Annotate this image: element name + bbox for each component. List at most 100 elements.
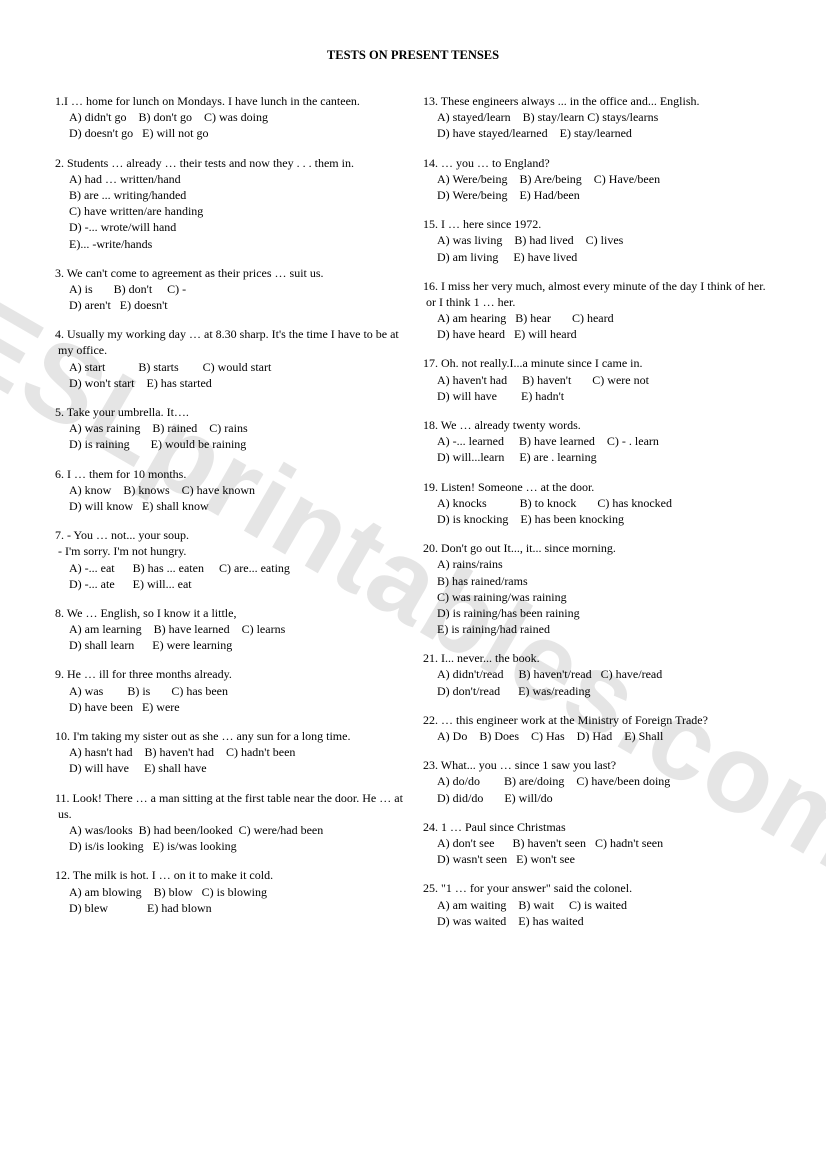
- question: 15. I … here since 1972.A) was living B)…: [423, 216, 771, 265]
- option-line: A) is B) don't C) -: [69, 281, 403, 297]
- option-line: A) was living B) had lived C) lives: [437, 232, 771, 248]
- question-options: A) didn't/read B) haven't/read C) have/r…: [423, 666, 771, 698]
- question-stem: 8. We … English, so I know it a little,: [55, 605, 403, 621]
- question: 9. He … ill for three months already.A) …: [55, 666, 403, 715]
- option-line: D) -... ate E) will... eat: [69, 576, 403, 592]
- question-stem: 9. He … ill for three months already.: [55, 666, 403, 682]
- option-line: A) was B) is C) has been: [69, 683, 403, 699]
- option-line: D) have heard E) will heard: [437, 326, 771, 342]
- question-options: A) was raining B) rained C) rainsD) is r…: [55, 420, 403, 452]
- question-options: A) am hearing B) hear C) heardD) have he…: [423, 310, 771, 342]
- option-line: D) won't start E) has started: [69, 375, 403, 391]
- option-line: C) have written/are handing: [69, 203, 403, 219]
- option-line: A) was raining B) rained C) rains: [69, 420, 403, 436]
- question-stem: 5. Take your umbrella. It….: [55, 404, 403, 420]
- question-options: A) -... learned B) have learned C) - . l…: [423, 433, 771, 465]
- option-line: D) wasn't seen E) won't see: [437, 851, 771, 867]
- option-line: E) is raining/had rained: [437, 621, 771, 637]
- option-line: A) am blowing B) blow C) is blowing: [69, 884, 403, 900]
- option-line: D) aren't E) doesn't: [69, 297, 403, 313]
- option-line: A) rains/rains: [437, 556, 771, 572]
- option-line: A) didn't/read B) haven't/read C) have/r…: [437, 666, 771, 682]
- question-stem: 6. I … them for 10 months.: [55, 466, 403, 482]
- question-options: A) am blowing B) blow C) is blowingD) bl…: [55, 884, 403, 916]
- question-options: A) haven't had B) haven't C) were notD) …: [423, 372, 771, 404]
- option-line: D) don't/read E) was/reading: [437, 683, 771, 699]
- column-left: 1.I … home for lunch on Mondays. I have …: [55, 93, 403, 942]
- question: 20. Don't go out It..., it... since morn…: [423, 540, 771, 637]
- option-line: D) will...learn E) are . learning: [437, 449, 771, 465]
- question-options: A) know B) knows C) have knownD) will kn…: [55, 482, 403, 514]
- option-line: D) have been E) were: [69, 699, 403, 715]
- option-line: A) was/looks B) had been/looked C) were/…: [69, 822, 403, 838]
- option-line: A) start B) starts C) would start: [69, 359, 403, 375]
- question-stem: 25. "1 … for your answer" said the colon…: [423, 880, 771, 896]
- question-options: A) am waiting B) wait C) is waitedD) was…: [423, 897, 771, 929]
- question-stem: 1.I … home for lunch on Mondays. I have …: [55, 93, 403, 109]
- column-right: 13. These engineers always ... in the of…: [423, 93, 771, 942]
- question-stem: 7. - You … not... your soup.- I'm sorry.…: [55, 527, 403, 559]
- question-stem: 22. … this engineer work at the Ministry…: [423, 712, 771, 728]
- question: 12. The milk is hot. I … on it to make i…: [55, 867, 403, 916]
- question: 6. I … them for 10 months.A) know B) kno…: [55, 466, 403, 515]
- question-options: A) rains/rainsB) has rained/ramsC) was r…: [423, 556, 771, 637]
- question-options: A) don't see B) haven't seen C) hadn't s…: [423, 835, 771, 867]
- question-stem: 15. I … here since 1972.: [423, 216, 771, 232]
- question-options: A) Were/being B) Are/being C) Have/beenD…: [423, 171, 771, 203]
- question: 25. "1 … for your answer" said the colon…: [423, 880, 771, 929]
- question-stem: 23. What... you … since 1 saw you last?: [423, 757, 771, 773]
- question-stem: 2. Students … already … their tests and …: [55, 155, 403, 171]
- option-line: A) know B) knows C) have known: [69, 482, 403, 498]
- option-line: A) haven't had B) haven't C) were not: [437, 372, 771, 388]
- option-line: A) do/do B) are/doing C) have/been doing: [437, 773, 771, 789]
- question-options: A) start B) starts C) would startD) won'…: [55, 359, 403, 391]
- question-stem: 24. 1 … Paul since Christmas: [423, 819, 771, 835]
- option-line: B) has rained/rams: [437, 573, 771, 589]
- question-stem: 11. Look! There … a man sitting at the f…: [55, 790, 403, 822]
- option-line: D) is/is looking E) is/was looking: [69, 838, 403, 854]
- option-line: D) will have E) shall have: [69, 760, 403, 776]
- option-line: D) will know E) shall know: [69, 498, 403, 514]
- question-stem: 20. Don't go out It..., it... since morn…: [423, 540, 771, 556]
- question: 10. I'm taking my sister out as she … an…: [55, 728, 403, 777]
- question-options: A) knocks B) to knock C) has knockedD) i…: [423, 495, 771, 527]
- question: 13. These engineers always ... in the of…: [423, 93, 771, 142]
- option-line: A) am hearing B) hear C) heard: [437, 310, 771, 326]
- question-stem: 18. We … already twenty words.: [423, 417, 771, 433]
- question-options: A) -... eat B) has ... eaten C) are... e…: [55, 560, 403, 592]
- option-line: D) will have E) hadn't: [437, 388, 771, 404]
- question-options: A) had … written/handB) are ... writing/…: [55, 171, 403, 252]
- option-line: A) Were/being B) Are/being C) Have/been: [437, 171, 771, 187]
- question: 23. What... you … since 1 saw you last?A…: [423, 757, 771, 806]
- option-line: E)... -write/hands: [69, 236, 403, 252]
- question-stem: 3. We can't come to agreement as their p…: [55, 265, 403, 281]
- question: 2. Students … already … their tests and …: [55, 155, 403, 252]
- question: 17. Oh. not really.I...a minute since I …: [423, 355, 771, 404]
- question-stem: 10. I'm taking my sister out as she … an…: [55, 728, 403, 744]
- question-stem: 12. The milk is hot. I … on it to make i…: [55, 867, 403, 883]
- question-options: A) was living B) had lived C) livesD) am…: [423, 232, 771, 264]
- page-title: TESTS ON PRESENT TENSES: [55, 48, 771, 63]
- option-line: A) am waiting B) wait C) is waited: [437, 897, 771, 913]
- columns-container: 1.I … home for lunch on Mondays. I have …: [55, 93, 771, 942]
- question: 11. Look! There … a man sitting at the f…: [55, 790, 403, 855]
- option-line: D) is raining/has been raining: [437, 605, 771, 621]
- option-line: A) am learning B) have learned C) learns: [69, 621, 403, 637]
- question: 24. 1 … Paul since ChristmasA) don't see…: [423, 819, 771, 868]
- option-line: A) had … written/hand: [69, 171, 403, 187]
- question-options: A) is B) don't C) -D) aren't E) doesn't: [55, 281, 403, 313]
- question-stem: 17. Oh. not really.I...a minute since I …: [423, 355, 771, 371]
- option-line: A) -... learned B) have learned C) - . l…: [437, 433, 771, 449]
- question: 1.I … home for lunch on Mondays. I have …: [55, 93, 403, 142]
- option-line: D) did/do E) will/do: [437, 790, 771, 806]
- question: 4. Usually my working day … at 8.30 shar…: [55, 326, 403, 391]
- option-line: A) knocks B) to knock C) has knocked: [437, 495, 771, 511]
- question: 5. Take your umbrella. It….A) was rainin…: [55, 404, 403, 453]
- question-options: A) was/looks B) had been/looked C) were/…: [55, 822, 403, 854]
- option-line: A) don't see B) haven't seen C) hadn't s…: [437, 835, 771, 851]
- option-line: C) was raining/was raining: [437, 589, 771, 605]
- question-options: A) stayed/learn B) stay/learn C) stays/l…: [423, 109, 771, 141]
- question: 14. … you … to England?A) Were/being B) …: [423, 155, 771, 204]
- option-line: A) stayed/learn B) stay/learn C) stays/l…: [437, 109, 771, 125]
- question: 22. … this engineer work at the Ministry…: [423, 712, 771, 744]
